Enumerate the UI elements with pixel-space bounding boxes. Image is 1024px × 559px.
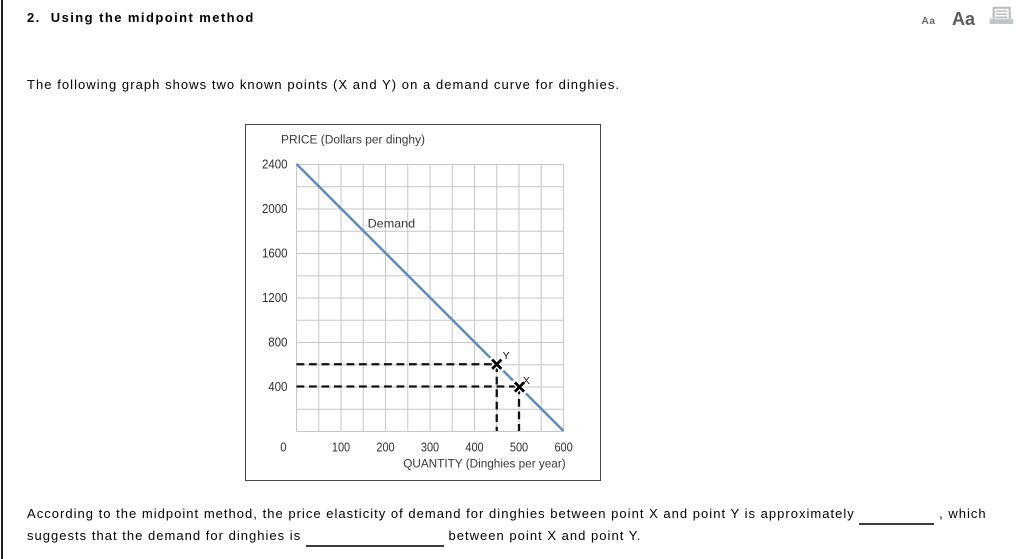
- svg-text:600: 600: [554, 441, 572, 455]
- svg-text:400: 400: [465, 441, 483, 455]
- svg-text:800: 800: [268, 336, 287, 350]
- svg-text:200: 200: [376, 441, 394, 455]
- svg-text:X: X: [523, 375, 530, 387]
- svg-text:Y: Y: [503, 350, 510, 362]
- svg-text:2400: 2400: [262, 158, 288, 172]
- svg-text:1200: 1200: [262, 291, 288, 305]
- svg-text:400: 400: [268, 380, 287, 394]
- svg-text:1600: 1600: [262, 247, 288, 261]
- svg-text:Demand: Demand: [368, 217, 416, 231]
- svg-text:100: 100: [332, 441, 350, 455]
- svg-text:2000: 2000: [262, 202, 288, 216]
- svg-text:QUANTITY (Dinghies per year): QUANTITY (Dinghies per year): [403, 457, 566, 471]
- svg-text:500: 500: [510, 441, 528, 455]
- svg-text:0: 0: [280, 441, 286, 455]
- svg-text:300: 300: [421, 441, 439, 455]
- svg-text:PRICE (Dollars per dinghy): PRICE (Dollars per dinghy): [281, 133, 425, 147]
